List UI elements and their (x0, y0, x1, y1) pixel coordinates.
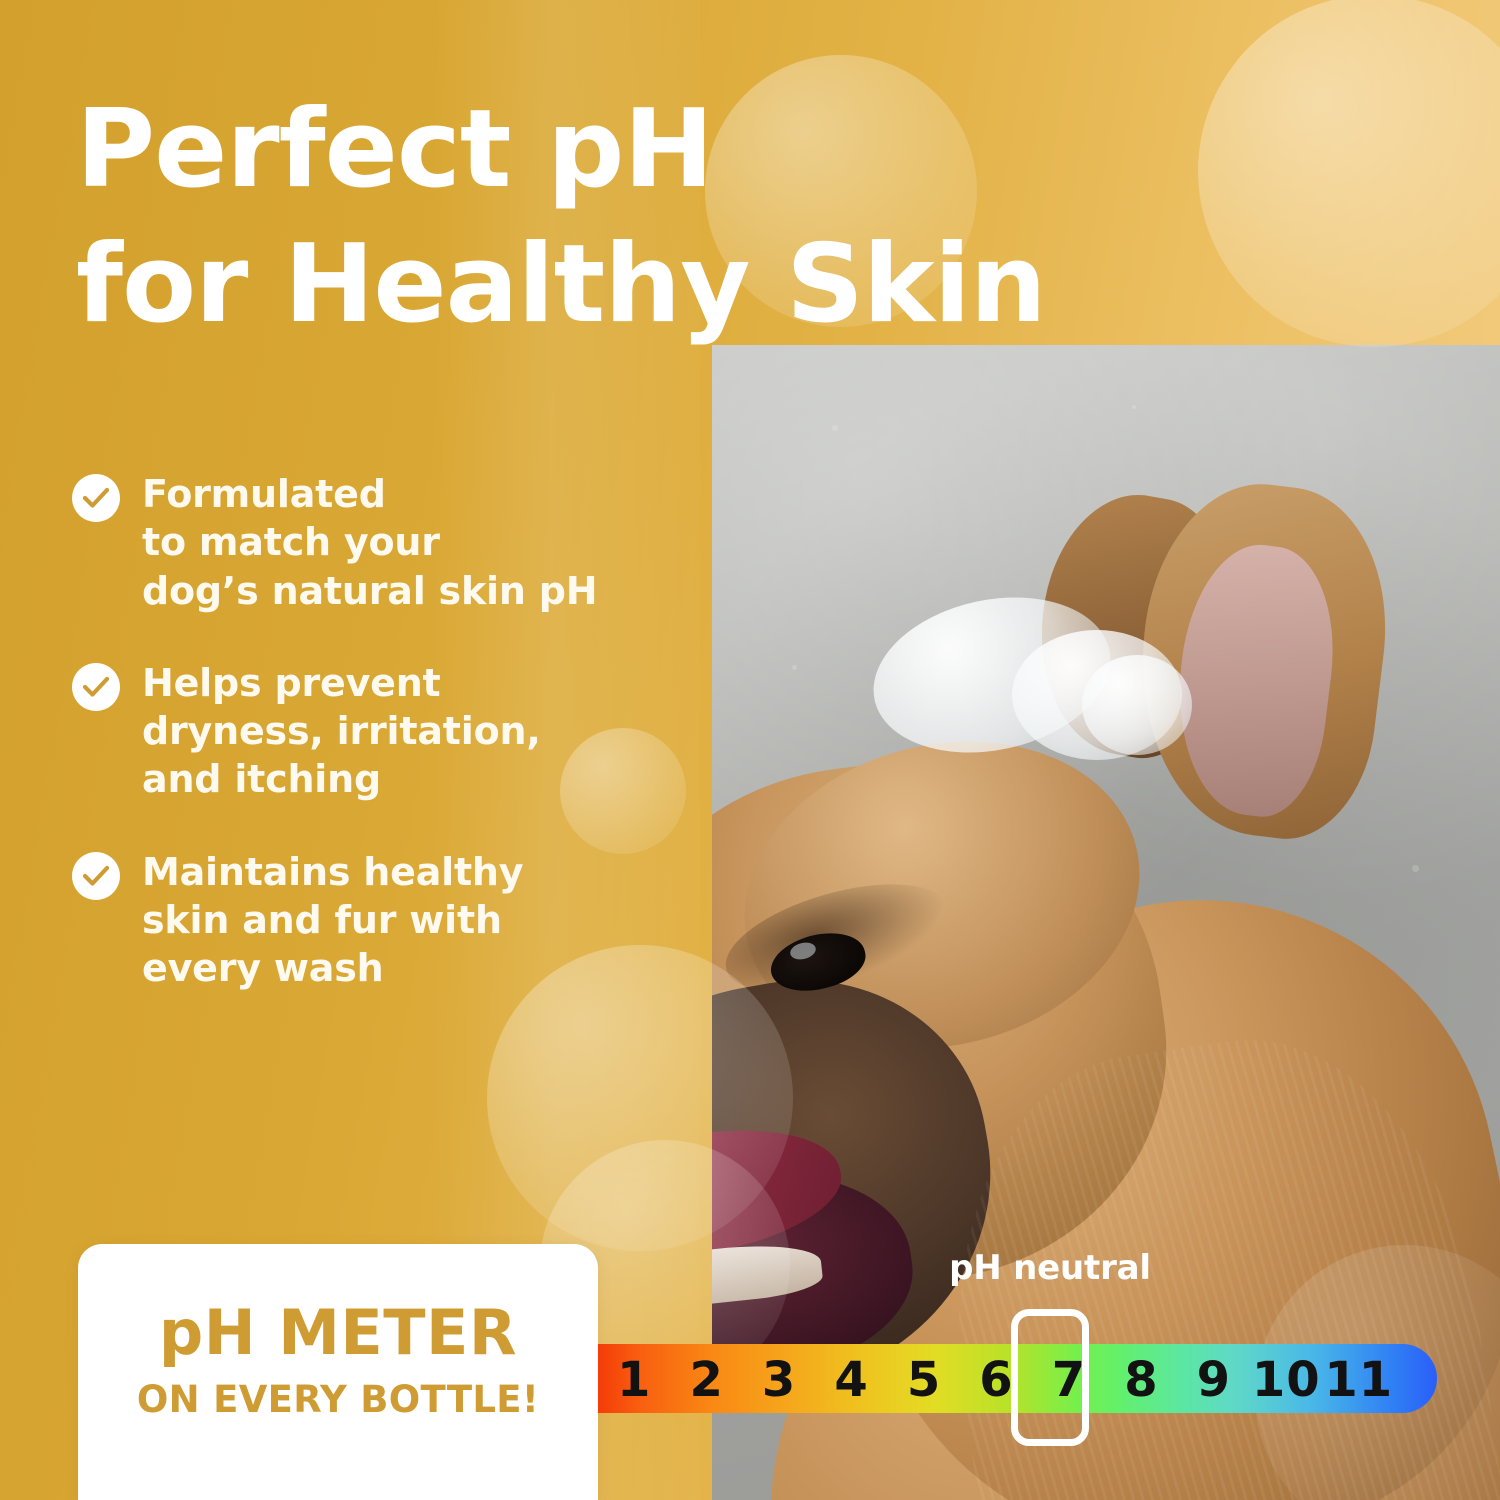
list-item: Formulated to match your dog’s natural s… (72, 470, 662, 615)
check-circle-icon (72, 662, 120, 711)
ph-scale-number: 10 (1251, 1352, 1321, 1408)
ph-neutral-highlight-box (1011, 1309, 1089, 1446)
ph-scale-number: 3 (761, 1352, 797, 1408)
ph-scale-number: 2 (689, 1352, 724, 1408)
list-item: Maintains healthy skin and fur with ever… (72, 848, 662, 993)
page-title: Perfect pH for Healthy Skin (76, 82, 1256, 352)
benefit-text: Formulated to match your dog’s natural s… (142, 472, 598, 613)
list-item: Helps prevent dryness, irritation, and i… (72, 659, 662, 804)
ph-scale-number: 6 (979, 1352, 1014, 1408)
check-circle-icon (72, 474, 120, 522)
benefits-list: Formulated to match your dog’s natural s… (72, 470, 662, 1036)
ph-scale-number: 5 (906, 1352, 942, 1408)
ph-meter-title: pH METER (158, 1296, 518, 1369)
ph-meter-subtitle: ON EVERY BOTTLE! (136, 1378, 540, 1421)
benefit-text: Maintains healthy skin and fur with ever… (142, 849, 524, 991)
ph-scale-number: 1 (617, 1352, 652, 1408)
ph-scale-number: 7 (1051, 1352, 1087, 1408)
headline-line-2: for Healthy Skin (76, 222, 1047, 347)
ph-scale-number: 8 (1124, 1352, 1159, 1408)
benefit-text: Helps prevent dryness, irritation, and i… (142, 660, 541, 802)
product-photo (712, 345, 1500, 1500)
ph-scale-number: 9 (1196, 1352, 1232, 1408)
headline-line-1: Perfect pH (76, 87, 714, 212)
check-circle-icon (72, 851, 120, 900)
soap-suds (1082, 655, 1192, 755)
ph-neutral-label: pH neutral (949, 1248, 1151, 1288)
ph-scale-number: 11 (1324, 1352, 1394, 1408)
ph-meter-card: pH METER ON EVERY BOTTLE! (78, 1244, 598, 1500)
ph-scale-number: 4 (834, 1352, 869, 1408)
